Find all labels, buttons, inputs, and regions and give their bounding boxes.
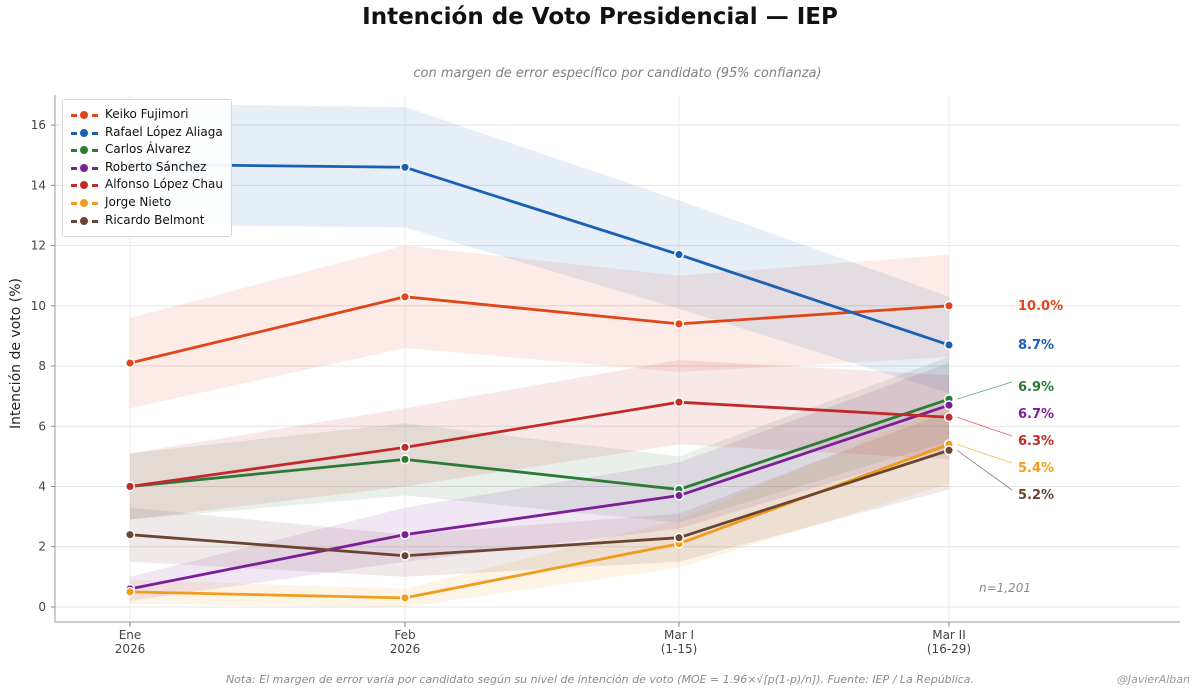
data-point [124, 529, 136, 540]
x-tick-label: Mar II [932, 628, 966, 642]
series-line [129, 397, 950, 491]
legend-item: Roberto Sánchez [63, 159, 231, 176]
data-point [943, 300, 955, 311]
x-tick-label: Ene [119, 628, 142, 642]
legend-label: Rafael López Aliaga [105, 124, 223, 139]
plot-area [55, 95, 1180, 622]
legend-marker [79, 198, 89, 208]
legend-marker [79, 180, 89, 191]
legend-marker [79, 127, 89, 138]
legend-item: Ricardo Belmont [63, 212, 231, 229]
legend-item: Jorge Nieto [63, 194, 231, 211]
confidence-band [130, 360, 949, 520]
data-point [673, 397, 685, 408]
y-tick-label: 16 [31, 118, 46, 132]
x-tick-label-sub: (16-29) [927, 642, 971, 656]
legend-label: Alfonso López Chau [105, 177, 223, 192]
confidence-band [130, 245, 949, 409]
end-label: 6.3% [1018, 434, 1054, 449]
legend-marker [79, 110, 89, 120]
data-point [943, 412, 955, 423]
data-point [399, 529, 411, 540]
data-point [399, 550, 411, 561]
end-label: 5.2% [1018, 488, 1054, 503]
end-label-leader [956, 416, 1013, 437]
author-credit: @JavierAlban [1116, 673, 1190, 686]
x-tick-label-sub: 2026 [115, 642, 146, 656]
legend-label: Keiko Fujimori [105, 107, 189, 121]
series-line [129, 403, 950, 591]
end-label-leader [956, 381, 1013, 400]
legend-label: Jorge Nieto [105, 195, 172, 209]
chart-subtitle: con margen de error específico por candi… [413, 66, 822, 81]
y-tick-label: 6 [38, 419, 46, 433]
data-point [399, 291, 411, 302]
legend: Keiko Fujimori Rafael López Aliaga Carlos … [62, 99, 232, 237]
data-point [943, 339, 955, 350]
y-tick-label: 2 [38, 540, 46, 554]
chart-title: Intención de Voto Presidencial — IEP [362, 4, 838, 30]
legend-marker [79, 162, 89, 173]
x-tick-label: Mar I [664, 628, 694, 642]
y-tick-label: 10 [31, 299, 46, 313]
y-tick-label: 14 [31, 178, 46, 192]
data-point [673, 249, 685, 260]
x-tick-label-sub: 2026 [390, 642, 421, 656]
legend-marker [79, 145, 89, 156]
x-tick-label: Feb [394, 628, 415, 642]
data-point [124, 357, 136, 369]
legend-label: Ricardo Belmont [105, 212, 205, 227]
x-tick-label-sub: (1-15) [661, 642, 698, 656]
data-point [399, 162, 411, 173]
data-point [673, 318, 685, 329]
legend-item: Keiko Fujimori [63, 106, 231, 123]
y-tick-label: 8 [38, 359, 46, 373]
series-line [129, 449, 950, 558]
legend-item: Carlos Álvarez [63, 141, 231, 158]
data-point [943, 400, 955, 411]
y-tick-label: 4 [38, 479, 46, 493]
data-point [399, 442, 411, 453]
y-tick-label: 12 [31, 239, 46, 253]
confidence-band [130, 363, 949, 601]
data-point [673, 532, 685, 543]
data-point [943, 445, 955, 456]
footnote: Nota: El margen de error varía por candi… [225, 673, 975, 686]
end-label: 6.9% [1018, 380, 1054, 395]
legend-label: Roberto Sánchez [105, 159, 207, 174]
data-point [124, 481, 136, 492]
y-tick-label: 0 [38, 600, 46, 614]
legend-label: Carlos Álvarez [105, 142, 191, 157]
series-line [129, 162, 950, 347]
data-point [399, 454, 411, 465]
end-label: 8.7% [1018, 338, 1054, 353]
series-line [129, 400, 950, 488]
end-label-leader [956, 443, 1013, 464]
data-point [673, 490, 685, 501]
end-label: 5.4% [1018, 461, 1054, 476]
data-point [399, 592, 411, 603]
series-line [129, 295, 950, 365]
end-label: 10.0% [1018, 299, 1063, 314]
data-point [124, 586, 136, 597]
confidence-band [130, 411, 949, 577]
legend-item: Rafael López Aliaga [63, 124, 231, 141]
legend-marker [79, 215, 89, 226]
confidence-band [130, 356, 949, 523]
legend-item: Alfonso López Chau [63, 176, 231, 193]
end-label-leader [956, 450, 1013, 491]
end-label: 6.7% [1018, 407, 1054, 422]
sample-size-note: n=1,201 [979, 581, 1031, 595]
y-axis-label: Intención de voto (%) [8, 278, 24, 429]
